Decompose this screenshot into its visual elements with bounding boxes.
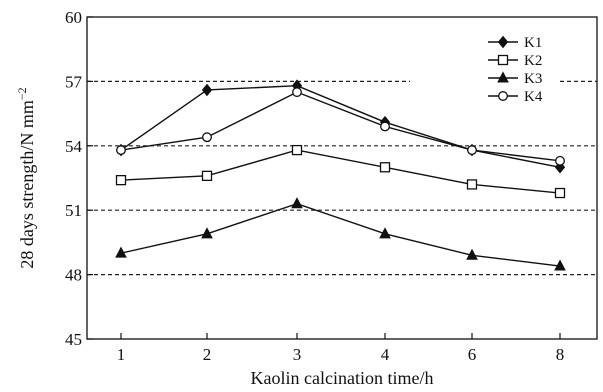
legend-label-k3: K3	[524, 71, 542, 87]
y-axis-title-text: 28 days strength/N mm	[17, 100, 37, 269]
data-point-k3	[466, 248, 478, 260]
data-point-k4	[467, 145, 477, 156]
x-axis-title: Kaolin calcination time/h	[251, 368, 434, 388]
y-tick-label: 54	[65, 137, 83, 156]
data-point-k3	[291, 197, 303, 209]
data-point-k2	[201, 170, 213, 182]
data-point-k1	[201, 83, 213, 97]
data-point-k2	[291, 144, 303, 156]
axis-ticks: 45 48 51 54 57 60 1 2 3 4 6 8	[65, 8, 564, 364]
x-tick-label: 2	[203, 345, 212, 364]
y-tick-label: 60	[65, 8, 82, 27]
y-tick-label: 48	[65, 266, 82, 285]
data-point-k2	[466, 179, 478, 190]
x-tick-label: 1	[117, 345, 126, 364]
x-tick-label: 8	[556, 345, 565, 364]
x-tick-label: 4	[381, 345, 390, 364]
series-line-k4	[120, 91, 561, 162]
legend-label-k1: K1	[524, 35, 542, 51]
series-line-k3	[120, 203, 561, 267]
data-point-k3	[379, 227, 391, 239]
data-point-k3	[201, 227, 213, 239]
legend-label-k4: K4	[524, 89, 543, 105]
grid-lines	[87, 80, 597, 276]
legend-marker-k2	[497, 54, 509, 66]
x-tick-label: 3	[293, 345, 302, 364]
data-point-k2	[115, 174, 127, 186]
legend-label-k2: K2	[524, 53, 542, 69]
y-tick-label: 45	[65, 330, 82, 349]
series-layer	[115, 79, 566, 271]
series-line-k2	[120, 149, 561, 194]
data-point-k4	[116, 145, 126, 156]
legend-marker-k4	[498, 91, 508, 101]
data-point-k4	[202, 132, 212, 143]
legend-marker-k1	[497, 35, 509, 49]
data-point-k4	[555, 155, 565, 166]
y-axis-title: 28 days strength/N mm−2	[15, 87, 37, 268]
data-point-k3	[115, 246, 127, 258]
data-point-k4	[380, 121, 390, 132]
plot-frame	[86, 16, 598, 340]
data-point-k4	[292, 87, 302, 98]
series-line-k1	[120, 84, 561, 168]
y-axis-title-superscript: −2	[15, 87, 29, 100]
y-tick-label: 51	[65, 201, 82, 220]
x-tick-label: 6	[468, 345, 477, 364]
data-point-k2	[379, 162, 391, 173]
y-tick-label: 57	[65, 72, 83, 91]
data-point-k3	[554, 259, 566, 271]
data-point-k2	[554, 187, 566, 199]
legend-marker-k3	[497, 71, 509, 83]
legend: K1 K2 K3 K4	[488, 35, 543, 105]
